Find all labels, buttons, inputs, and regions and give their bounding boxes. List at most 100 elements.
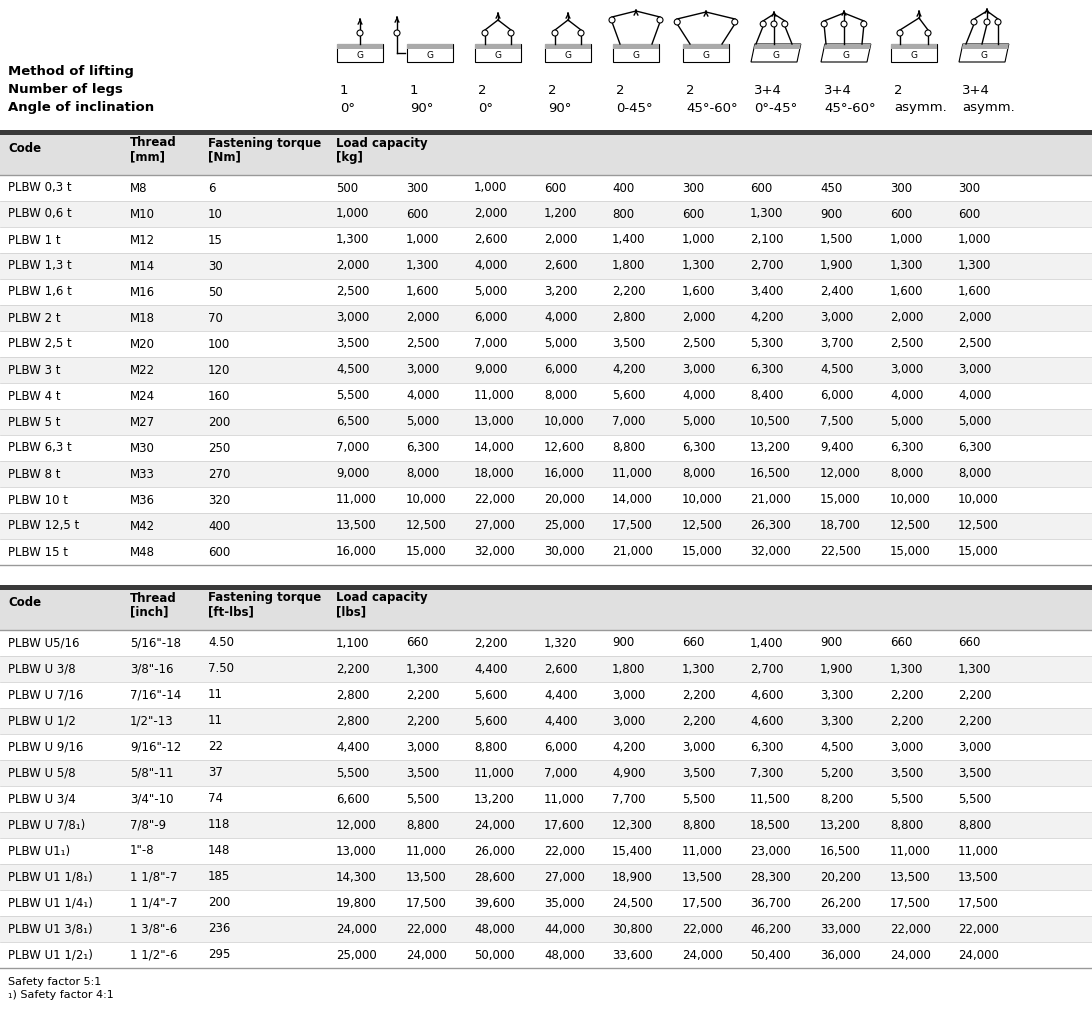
Text: 450: 450 [820, 182, 842, 194]
Text: PLBW 0,3 t: PLBW 0,3 t [8, 182, 72, 194]
Bar [0, 656, 1092, 682]
Text: 3,400: 3,400 [750, 286, 783, 299]
Text: 1,600: 1,600 [890, 286, 924, 299]
Circle shape [578, 30, 584, 36]
Text: 2,200: 2,200 [406, 715, 439, 727]
Text: 5,600: 5,600 [612, 389, 645, 403]
Bar [0, 305, 1092, 331]
Text: 3,000: 3,000 [336, 311, 369, 325]
Text: 9,400: 9,400 [820, 442, 854, 455]
Text: 90°: 90° [548, 102, 571, 114]
Polygon shape [751, 44, 800, 62]
Text: 30,800: 30,800 [612, 922, 653, 936]
Text: 2,200: 2,200 [474, 637, 508, 649]
Text: 4,000: 4,000 [474, 260, 508, 272]
Text: 15,000: 15,000 [406, 545, 447, 559]
Text: 1,300: 1,300 [890, 662, 924, 676]
Text: 8,000: 8,000 [890, 467, 923, 481]
Text: 3+4: 3+4 [824, 83, 852, 97]
Circle shape [732, 20, 738, 25]
Text: 4,400: 4,400 [336, 740, 369, 754]
Text: 13,500: 13,500 [336, 520, 377, 533]
Text: 1,000: 1,000 [406, 233, 439, 246]
Text: 1,300: 1,300 [682, 260, 715, 272]
Text: 600: 600 [750, 182, 772, 194]
Text: 5,300: 5,300 [750, 338, 783, 350]
Text: G: G [427, 51, 434, 61]
Text: [mm]: [mm] [130, 151, 165, 163]
Text: 11,000: 11,000 [336, 494, 377, 506]
Text: 2,000: 2,000 [682, 311, 715, 325]
Text: 4,600: 4,600 [750, 715, 783, 727]
Text: 25,000: 25,000 [336, 949, 377, 961]
Text: 2,200: 2,200 [958, 688, 992, 701]
Text: 900: 900 [820, 637, 842, 649]
Circle shape [771, 21, 778, 27]
Text: 9,000: 9,000 [474, 364, 508, 377]
Text: 3,000: 3,000 [958, 364, 992, 377]
Text: 1,000: 1,000 [474, 182, 508, 194]
Text: 7.50: 7.50 [207, 662, 234, 676]
Text: 37: 37 [207, 766, 223, 779]
Text: 16,500: 16,500 [820, 844, 860, 858]
Text: 660: 660 [958, 637, 981, 649]
Text: 5,000: 5,000 [406, 416, 439, 428]
Text: 2,500: 2,500 [958, 338, 992, 350]
Text: PLBW 5 t: PLBW 5 t [8, 416, 60, 428]
Text: 3,300: 3,300 [820, 688, 853, 701]
Bar [613, 44, 658, 62]
Text: 45°-60°: 45°-60° [686, 102, 737, 114]
Text: 1: 1 [410, 83, 418, 97]
Text: 24,000: 24,000 [474, 819, 514, 832]
Text: 3,000: 3,000 [406, 364, 439, 377]
Text: Code: Code [8, 597, 41, 609]
Text: Fastening torque: Fastening torque [207, 137, 321, 150]
Circle shape [995, 20, 1001, 25]
Text: 2,200: 2,200 [682, 688, 715, 701]
Bar [0, 514, 1092, 539]
Text: 7,000: 7,000 [612, 416, 645, 428]
Text: 12,500: 12,500 [406, 520, 447, 533]
Text: 1,300: 1,300 [958, 662, 992, 676]
Text: 36,700: 36,700 [750, 897, 791, 910]
Bar [475, 44, 521, 62]
Text: 8,000: 8,000 [958, 467, 992, 481]
Text: 2: 2 [548, 83, 557, 97]
Text: 2,000: 2,000 [474, 207, 508, 221]
Text: PLBW U1₁): PLBW U1₁) [8, 844, 70, 858]
Circle shape [551, 30, 558, 36]
Text: 2,500: 2,500 [682, 338, 715, 350]
Text: 28,300: 28,300 [750, 871, 791, 883]
Text: 4,200: 4,200 [750, 311, 783, 325]
Text: 11,000: 11,000 [406, 844, 447, 858]
Text: 17,500: 17,500 [682, 897, 723, 910]
Text: 500: 500 [336, 182, 358, 194]
Text: 1,300: 1,300 [406, 662, 439, 676]
Text: 1,300: 1,300 [958, 260, 992, 272]
Text: 18,900: 18,900 [612, 871, 653, 883]
Circle shape [394, 30, 400, 36]
Text: 30,000: 30,000 [544, 545, 584, 559]
Text: 300: 300 [958, 182, 981, 194]
Text: 14,300: 14,300 [336, 871, 377, 883]
Text: 11,000: 11,000 [958, 844, 999, 858]
Text: 4,400: 4,400 [544, 715, 578, 727]
Text: 6,600: 6,600 [336, 793, 369, 805]
Text: 600: 600 [958, 207, 981, 221]
Text: 15,000: 15,000 [890, 545, 930, 559]
Text: 3+4: 3+4 [962, 83, 989, 97]
Text: 7,500: 7,500 [820, 416, 853, 428]
Text: 2,500: 2,500 [890, 338, 924, 350]
Text: G: G [911, 51, 917, 61]
Text: 48,000: 48,000 [474, 922, 514, 936]
Bar [0, 135, 1092, 175]
Text: 21,000: 21,000 [612, 545, 653, 559]
Text: [inch]: [inch] [130, 606, 168, 618]
Text: 8,800: 8,800 [958, 819, 992, 832]
Text: Code: Code [8, 142, 41, 154]
Text: 24,000: 24,000 [406, 949, 447, 961]
Text: 2: 2 [894, 83, 902, 97]
Text: 32,000: 32,000 [474, 545, 514, 559]
Text: 6,300: 6,300 [750, 740, 783, 754]
Text: 4,000: 4,000 [406, 389, 439, 403]
